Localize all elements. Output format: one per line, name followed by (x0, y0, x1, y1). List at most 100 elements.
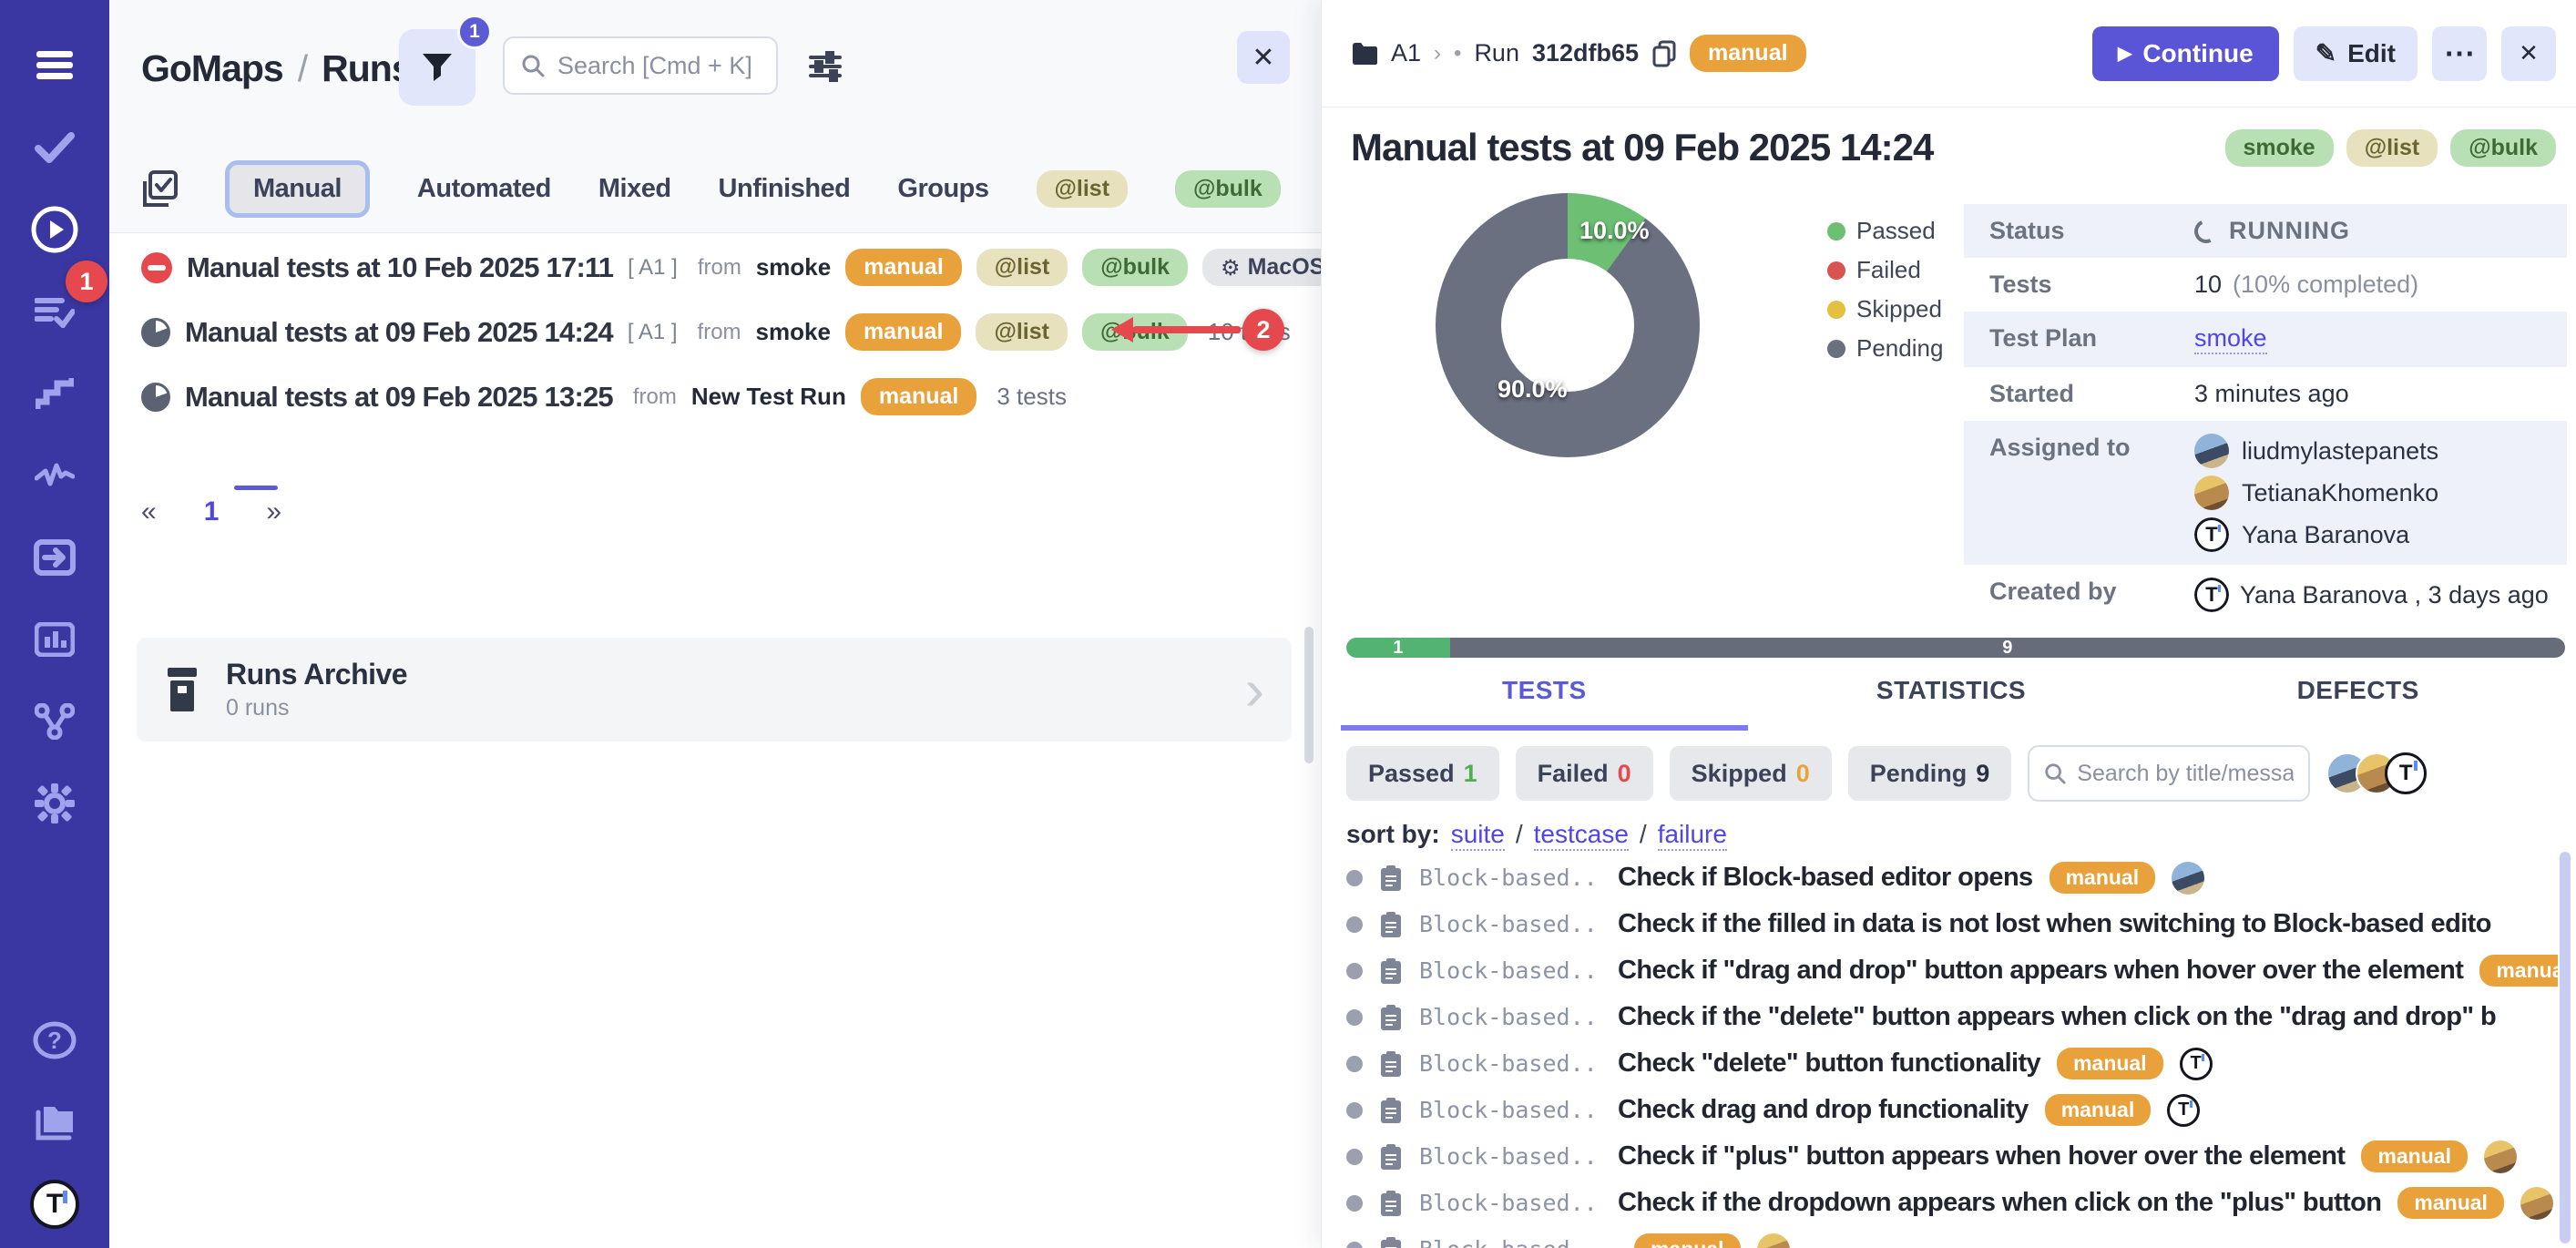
test-row[interactable]: Block-based... Check if the dropdown app… (1346, 1180, 2558, 1226)
test-row[interactable]: Block-based... Check if "plus" button ap… (1346, 1133, 2558, 1180)
filter-pending[interactable]: Pending9 (1848, 746, 2012, 801)
test-row[interactable]: Block-based... Check if the "delete" but… (1346, 994, 2558, 1040)
started-value: 3 minutes ago (2194, 380, 2349, 408)
manual-badge: manual (861, 378, 977, 415)
activity-icon[interactable] (27, 448, 82, 503)
filter-passed[interactable]: Passed1 (1346, 746, 1499, 801)
assignee[interactable]: TYana Baranova (2194, 517, 2438, 552)
run-row[interactable]: Manual tests at 09 Feb 2025 13:25 from N… (109, 364, 1321, 429)
reports-icon[interactable] (27, 612, 82, 667)
settings-icon[interactable] (27, 776, 82, 831)
in-progress-status-icon (141, 318, 170, 347)
filter-label: Pending (1870, 760, 1968, 788)
view-settings-button[interactable] (802, 44, 849, 91)
pending-slice-label: 90.0% (1498, 375, 1568, 404)
help-icon[interactable]: ? (27, 1013, 82, 1068)
menu-icon[interactable] (27, 38, 82, 93)
run-from-label: from (698, 255, 741, 281)
assignee[interactable]: liudmylastepanets (2194, 434, 2438, 468)
test-row[interactable]: Block-based... Check if "drag and drop" … (1346, 947, 2558, 994)
assignee[interactable]: TetianaKhomenko (2194, 476, 2438, 510)
test-row[interactable]: Block-based... manual (1346, 1226, 2558, 1248)
integrations-icon[interactable] (27, 694, 82, 749)
t-logo: T (2205, 523, 2217, 547)
tag-filter-bulk[interactable]: @bulk (1175, 170, 1281, 208)
copy-icon[interactable] (1651, 40, 1677, 67)
tests-search-input[interactable] (2077, 761, 2294, 787)
test-row[interactable]: Block-based... Check if the filled in da… (1346, 901, 2558, 947)
import-icon[interactable] (27, 530, 82, 585)
select-all-icon[interactable] (141, 169, 178, 209)
archive-text: Runs Archive 0 runs (226, 658, 407, 721)
tab-mixed[interactable]: Mixed (598, 174, 671, 204)
runs-icon-active[interactable] (27, 202, 82, 257)
test-row[interactable]: Block-based... Check if Block-based edit… (1346, 854, 2558, 901)
assignee-avatar-stack[interactable]: T (2326, 752, 2427, 794)
test-row[interactable]: Block-based... Check "delete" button fun… (1346, 1040, 2558, 1087)
progress-passed-segment: 1 (1346, 638, 1450, 658)
filter-failed[interactable]: Failed0 (1516, 746, 1653, 801)
user-avatar[interactable]: T (27, 1177, 82, 1232)
skipped-dot (1827, 301, 1845, 319)
legend-label: Failed (1856, 256, 1921, 284)
pagination-next[interactable]: » (266, 496, 281, 527)
sort-by-testcase[interactable]: testcase (1534, 820, 1629, 851)
milestones-icon[interactable] (27, 366, 82, 421)
test-suite: Block-based... (1419, 911, 1601, 937)
filter-label: Passed (1368, 760, 1455, 788)
sort-by-suite[interactable]: suite (1451, 820, 1505, 851)
tab-groups[interactable]: Groups (897, 174, 988, 204)
tests-note: (10% completed) (2233, 271, 2418, 299)
tab-manual[interactable]: Manual (225, 160, 370, 218)
tag-filter-list[interactable]: @list (1037, 170, 1129, 208)
close-run-detail-button[interactable]: ✕ (2501, 26, 2556, 81)
documents-icon[interactable] (27, 1095, 82, 1150)
archive-count: 0 runs (226, 695, 407, 721)
runs-archive-card[interactable]: Runs Archive 0 runs › (137, 638, 1292, 742)
run-row[interactable]: Manual tests at 10 Feb 2025 17:11 [ A1 ]… (109, 235, 1321, 300)
tab-defects[interactable]: DEFECTS (2154, 676, 2561, 731)
pagination-page-1[interactable]: 1 (204, 496, 220, 527)
run-type-tabs: Manual Automated Mixed Unfinished Groups… (141, 157, 1303, 220)
run-source: smoke (756, 253, 831, 281)
manual-badge: manual (845, 313, 962, 351)
chevron-right-icon: › (1245, 660, 1264, 719)
clipboard-icon (1379, 957, 1403, 985)
sort-by-failure[interactable]: failure (1658, 820, 1727, 851)
test-suite: Block-based... (1419, 1050, 1601, 1077)
tests-search (2028, 745, 2310, 802)
left-panel-scrollbar[interactable] (1304, 627, 1314, 763)
tab-tests[interactable]: TESTS (1341, 676, 1748, 731)
test-row[interactable]: Block-based... Check drag and drop funct… (1346, 1087, 2558, 1133)
test-plan-link[interactable]: smoke (2194, 324, 2267, 354)
continue-label: Continue (2142, 39, 2253, 68)
test-suite: Block-based... (1419, 1190, 1601, 1216)
clipboard-icon (1379, 1143, 1403, 1171)
close-runs-panel-button[interactable]: ✕ (1237, 31, 1290, 84)
pagination-prev[interactable]: « (141, 496, 157, 527)
t-logo-avatar: T (2385, 752, 2427, 794)
continue-button[interactable]: ▶ Continue (2092, 26, 2279, 81)
progress-pending-segment: 9 (1450, 638, 2565, 658)
breadcrumb-separator: / (298, 47, 307, 90)
testcases-icon[interactable] (27, 120, 82, 175)
run-breadcrumb: A1 › • Run 312dfb65 manual (1351, 35, 1806, 72)
right-panel-scrollbar[interactable] (2560, 852, 2571, 1243)
tab-statistics[interactable]: STATISTICS (1748, 676, 2155, 731)
crumb-folder[interactable]: A1 (1391, 39, 1421, 67)
assignee-name: liudmylastepanets (2242, 437, 2438, 465)
tab-automated[interactable]: Automated (417, 174, 551, 204)
runs-list-header: GoMaps / Runs 1 ✕ (109, 0, 1321, 233)
more-actions-button[interactable]: ⋯ (2432, 26, 2487, 81)
edit-button[interactable]: ✎ Edit (2294, 26, 2418, 81)
annotation-step-2: 2 (1242, 309, 1284, 351)
sliders-icon (807, 50, 843, 83)
tab-unfinished[interactable]: Unfinished (719, 174, 851, 204)
filter-skipped[interactable]: Skipped0 (1670, 746, 1832, 801)
breadcrumb-project[interactable]: GoMaps (141, 47, 283, 90)
run-ref: [ A1 ] (628, 255, 678, 281)
folder-icon (1351, 42, 1378, 66)
assigned-label: Assigned to (1989, 434, 2194, 552)
status-value: RUNNING (2229, 217, 2350, 245)
run-progress-bar: 1 9 (1346, 638, 2565, 658)
